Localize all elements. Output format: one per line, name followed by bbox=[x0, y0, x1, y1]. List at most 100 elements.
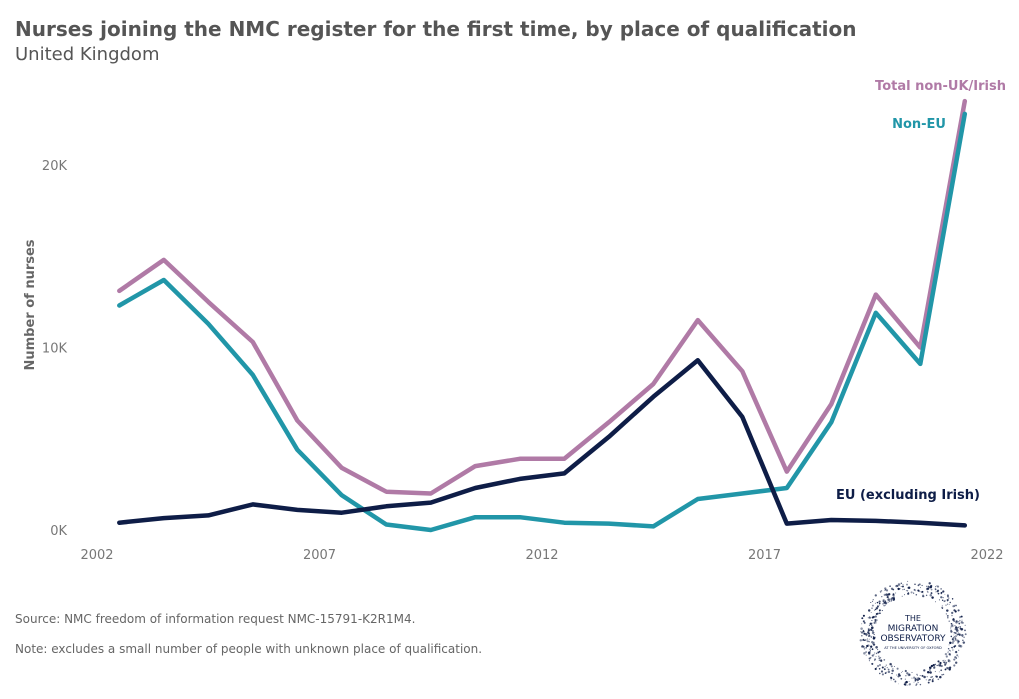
logo-dot bbox=[897, 675, 900, 678]
logo-dot bbox=[951, 638, 954, 641]
logo-dot bbox=[876, 619, 878, 621]
logo-dot bbox=[919, 587, 922, 589]
logo-dot bbox=[925, 594, 928, 597]
logo-dot bbox=[953, 634, 955, 636]
logo-dot bbox=[928, 582, 931, 585]
logo-dot bbox=[954, 625, 956, 627]
logo-dot bbox=[881, 673, 884, 676]
logo-dot bbox=[887, 598, 890, 601]
logo-dot bbox=[879, 610, 881, 612]
logo-dot bbox=[914, 678, 917, 681]
logo-dot bbox=[954, 604, 956, 606]
logo-dot bbox=[953, 664, 956, 667]
logo-dot bbox=[878, 657, 881, 660]
logo-dot bbox=[899, 674, 901, 677]
logo-dot bbox=[878, 659, 881, 661]
logo-dot bbox=[871, 604, 874, 607]
logo-text-oxford: AT THE UNIVERSITY OF OXFORD bbox=[884, 646, 942, 650]
logo-dot bbox=[940, 588, 942, 590]
x-tick-label-4: 2022 bbox=[970, 548, 1003, 563]
x-tick-label-3: 2017 bbox=[748, 548, 781, 563]
logo-dot bbox=[891, 597, 894, 600]
logo-dot bbox=[876, 605, 879, 608]
logo-dot bbox=[932, 663, 935, 667]
logo-dot bbox=[877, 652, 880, 654]
logo-dot bbox=[930, 584, 933, 588]
logo-dot bbox=[861, 617, 864, 620]
logo-dot bbox=[864, 633, 866, 635]
logo-dot bbox=[881, 596, 883, 598]
logo-dot bbox=[936, 664, 938, 667]
logo-dot bbox=[927, 591, 929, 593]
logo-dot bbox=[867, 617, 870, 619]
logo-dot bbox=[961, 633, 964, 637]
logo-dot bbox=[873, 653, 875, 656]
logo-dot bbox=[950, 629, 952, 631]
logo-dot bbox=[911, 677, 913, 679]
logo-dot bbox=[915, 594, 918, 596]
logo-dot bbox=[878, 604, 880, 606]
logo-dot bbox=[866, 638, 868, 640]
logo-dot bbox=[942, 660, 944, 662]
logo-dot bbox=[935, 675, 937, 677]
y-axis-label: Number of nurses bbox=[23, 239, 38, 370]
logo-dot bbox=[922, 593, 924, 595]
logo-dot bbox=[958, 621, 960, 623]
logo-dot bbox=[945, 604, 947, 606]
logo-dot bbox=[892, 678, 895, 681]
logo-dot bbox=[876, 601, 879, 604]
logo-dot bbox=[875, 652, 878, 655]
logo-dot bbox=[929, 594, 933, 597]
logo-dot bbox=[871, 607, 873, 610]
logo-dot bbox=[871, 626, 874, 629]
logo-dot bbox=[956, 654, 959, 657]
logo-dot-ring bbox=[859, 580, 967, 686]
logo-dot bbox=[926, 587, 930, 590]
logo-dot bbox=[871, 641, 874, 644]
logo-dot bbox=[870, 601, 872, 604]
logo-dot bbox=[950, 627, 952, 629]
logo-dot bbox=[900, 677, 903, 680]
logo-dot bbox=[891, 669, 894, 672]
logo-dot bbox=[964, 629, 966, 632]
logo-dot bbox=[963, 636, 965, 639]
logo-dot bbox=[913, 592, 915, 594]
logo-dot bbox=[929, 671, 932, 674]
logo-dot bbox=[921, 584, 923, 587]
logo-dot bbox=[883, 605, 885, 607]
logo-dot bbox=[869, 648, 871, 650]
logo-dot bbox=[900, 671, 902, 673]
logo-dot bbox=[962, 636, 964, 638]
logo-dot bbox=[934, 663, 937, 666]
logo-dot bbox=[957, 656, 959, 658]
logo-dot bbox=[870, 636, 873, 638]
logo-dot bbox=[888, 600, 891, 603]
logo-dot bbox=[882, 599, 885, 602]
logo-dot bbox=[917, 682, 919, 684]
logo-dot bbox=[889, 585, 891, 587]
logo-dot bbox=[874, 608, 877, 611]
logo-dot bbox=[945, 613, 948, 615]
logo-dot bbox=[900, 582, 903, 585]
logo-dot bbox=[928, 666, 930, 668]
logo-dot bbox=[867, 627, 870, 630]
logo-dot bbox=[904, 681, 907, 684]
logo-dot bbox=[863, 621, 866, 624]
logo-dot bbox=[897, 587, 900, 591]
logo-dot bbox=[956, 639, 959, 642]
logo-dot bbox=[938, 663, 940, 665]
logo-dot bbox=[886, 596, 889, 599]
logo-dot bbox=[907, 673, 911, 677]
logo-dot bbox=[951, 641, 954, 645]
logo-dot bbox=[927, 681, 930, 684]
logo-dot bbox=[959, 625, 962, 628]
logo-dot bbox=[907, 586, 911, 590]
logo-dot bbox=[904, 678, 906, 680]
logo-dot bbox=[893, 666, 895, 668]
logo-dot bbox=[935, 586, 937, 588]
logo-dot bbox=[950, 622, 953, 625]
logo-dot bbox=[866, 644, 869, 648]
logo-dot bbox=[871, 619, 873, 622]
logo-dot bbox=[937, 660, 940, 663]
